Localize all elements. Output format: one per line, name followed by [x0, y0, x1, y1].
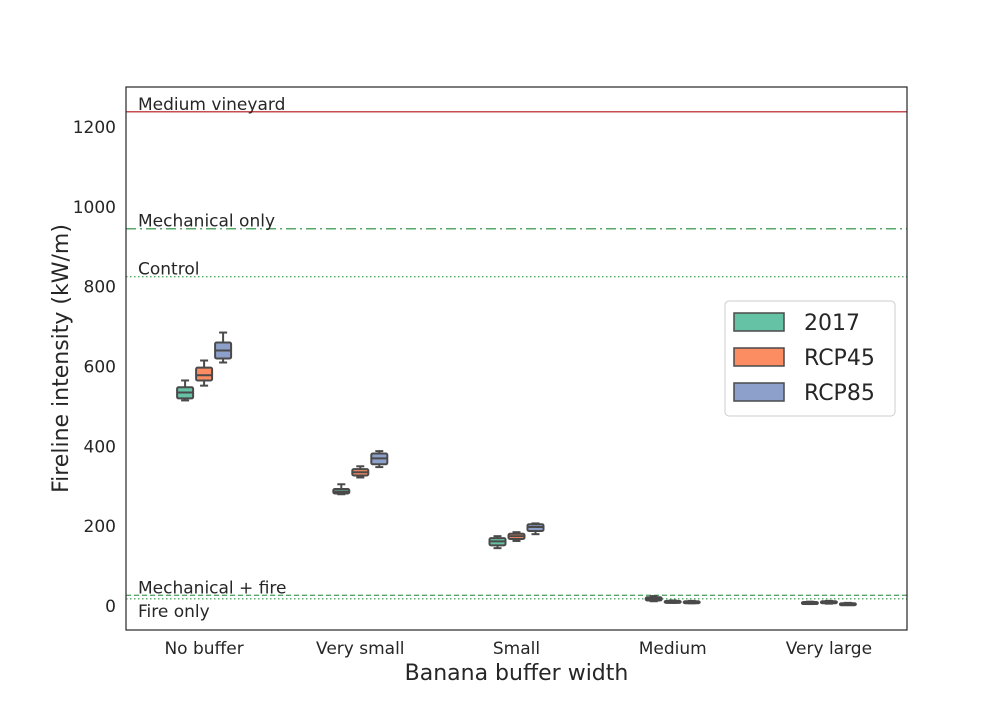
legend-label-0: 2017	[804, 311, 860, 336]
box-RCP45-2	[507, 531, 526, 542]
x-tick-label: Small	[493, 639, 540, 659]
box-2017-2	[488, 535, 507, 550]
legend-swatch-0	[733, 312, 785, 332]
legend-swatch-2	[733, 382, 785, 402]
box-2017-1	[332, 483, 351, 496]
legend-swatch-1	[733, 347, 785, 367]
y-tick-labels: 0 200 400 600 800 1000 1200	[73, 118, 116, 617]
x-axis-title: Banana buffer width	[405, 661, 629, 686]
legend-label-2: RCP85	[804, 381, 875, 406]
y-tick-label: 400	[84, 437, 116, 457]
box-2017-0	[176, 379, 195, 402]
box-RCP85-2	[526, 522, 545, 536]
box-RCP85-0	[214, 331, 233, 364]
y-tick-label: 600	[84, 357, 116, 377]
x-tick-label: Medium	[639, 639, 707, 659]
x-tick-label: No buffer	[164, 639, 243, 659]
box-RCP45-4	[819, 599, 838, 605]
box-body	[195, 366, 214, 382]
plot-frame	[125, 86, 908, 631]
x-tick-label: Very large	[786, 639, 872, 659]
reference-label-2: Control	[138, 260, 199, 280]
box-RCP45-3	[663, 599, 682, 604]
y-axis-title: Fireline intensity (kW/m)	[49, 224, 74, 493]
y-tick-label: 1200	[73, 118, 116, 138]
reference-label-3: Mechanical + fire	[138, 578, 286, 598]
box-RCP85-3	[682, 599, 701, 605]
box-2017-4	[800, 600, 819, 606]
reference-labels: Medium vineyard Mechanical only Control Mec…	[138, 95, 286, 622]
y-tick-label: 0	[105, 597, 116, 617]
box-RCP45-1	[351, 465, 370, 479]
x-tick-labels: No buffer Very small Small Medium Very large	[164, 639, 872, 659]
reference-label-1: Mechanical only	[138, 212, 275, 232]
reference-label-0: Medium vineyard	[138, 95, 285, 115]
y-tick-label: 800	[84, 278, 116, 298]
box-RCP85-1	[370, 450, 389, 469]
legend-label-1: RCP45	[804, 346, 875, 371]
legend: 2017 RCP45 RCP85	[724, 300, 896, 417]
reference-lines	[126, 111, 907, 600]
reference-label-4: Fire only	[138, 602, 210, 622]
box-plots	[176, 331, 857, 607]
y-tick-label: 200	[84, 517, 116, 537]
x-tick-label: Very small	[316, 639, 405, 659]
box-2017-3	[644, 595, 663, 603]
y-tick-label: 1000	[73, 198, 116, 218]
box-RCP85-4	[838, 601, 857, 607]
box-RCP45-0	[195, 359, 214, 387]
